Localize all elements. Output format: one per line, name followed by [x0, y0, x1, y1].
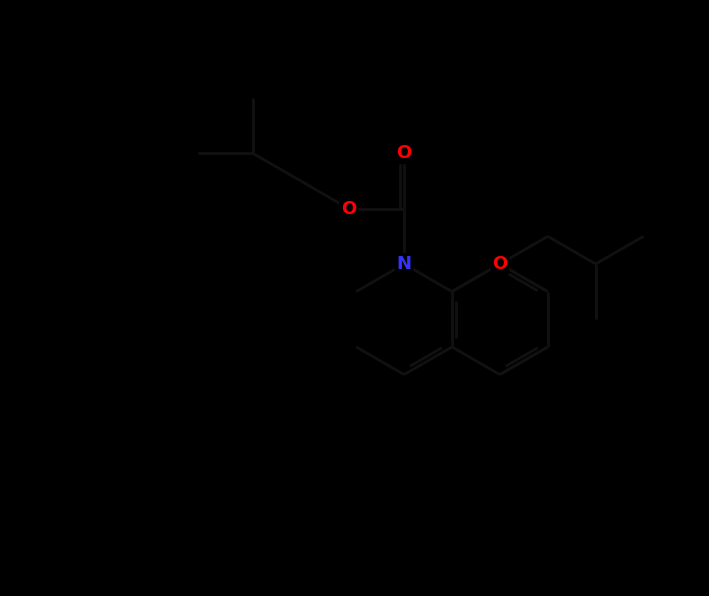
Text: N: N [396, 255, 411, 273]
Text: O: O [341, 200, 357, 218]
Text: O: O [492, 255, 508, 273]
Text: O: O [396, 144, 412, 162]
